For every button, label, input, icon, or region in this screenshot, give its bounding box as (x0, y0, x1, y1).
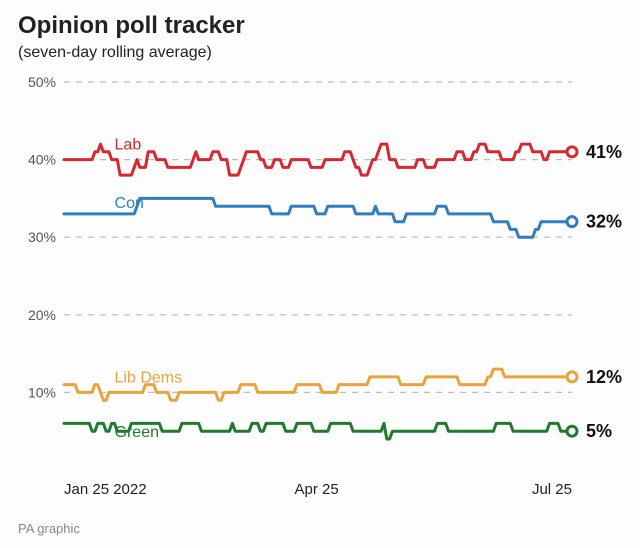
end-marker-green (567, 426, 577, 436)
series-label-lib-dems: Lib Dems (115, 370, 183, 387)
y-tick-label: 50% (28, 74, 56, 90)
series-label-lab: Lab (115, 137, 142, 154)
chart-subtitle: (seven-day rolling average) (18, 44, 212, 62)
series-label-green: Green (115, 424, 159, 441)
y-tick-label: 40% (28, 152, 56, 168)
end-marker-lab (567, 147, 577, 157)
y-tick-label: 30% (28, 229, 56, 245)
x-tick-label: Apr 25 (294, 481, 338, 498)
end-marker-con (567, 217, 577, 227)
end-label-con: 32% (586, 212, 622, 232)
series-label-con: Con (115, 195, 144, 212)
end-marker-lib-dems (567, 372, 577, 382)
end-label-lab: 41% (586, 142, 622, 162)
y-tick-label: 20% (28, 307, 56, 323)
poll-chart: 10% 20% 30% 40% 50% Jan 25 2022 Apr 25 Jul 25 La… (18, 72, 622, 502)
end-label-green: 5% (586, 421, 612, 441)
x-tick-label: Jul 25 (532, 481, 572, 498)
end-label-lib-dems: 12% (586, 367, 622, 387)
x-tick-label: Jan 25 2022 (64, 481, 147, 498)
chart-title: Opinion poll tracker (18, 12, 245, 40)
credit: PA graphic (18, 521, 80, 536)
y-tick-label: 10% (28, 384, 56, 400)
